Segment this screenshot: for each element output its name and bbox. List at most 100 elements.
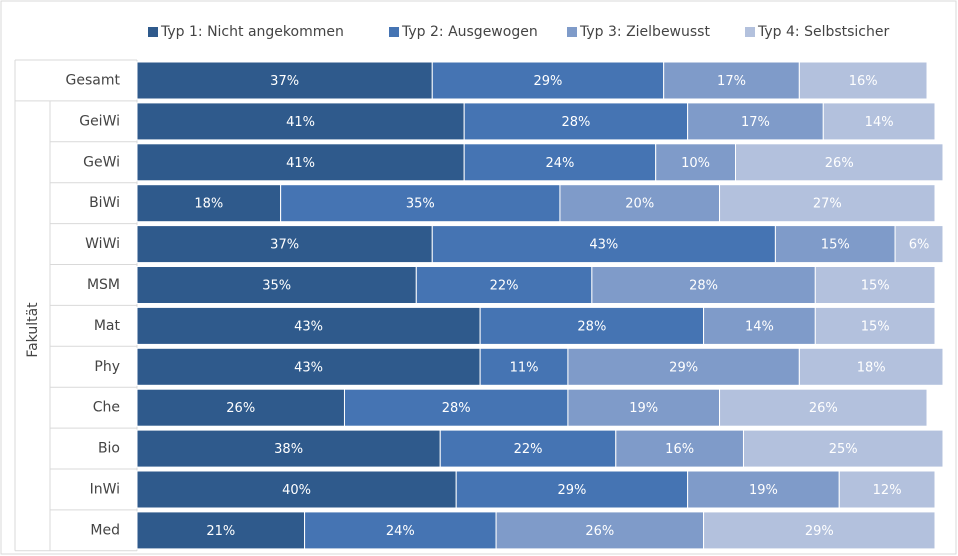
bar-segment: [687, 470, 840, 509]
data-label: 16%: [849, 74, 878, 89]
bar-segment: [136, 102, 465, 141]
data-label: 21%: [206, 524, 235, 539]
bar-segment: [431, 61, 665, 100]
data-label: 20%: [625, 197, 654, 212]
bar-segment: [136, 429, 441, 468]
category-label: Phy: [94, 359, 120, 375]
bar-segment: [136, 184, 282, 223]
data-label: 26%: [825, 156, 854, 171]
category-label: GeWi: [83, 154, 120, 170]
data-label: 38%: [274, 442, 303, 457]
category-label: Bio: [98, 441, 120, 457]
bar-segment: [814, 306, 936, 345]
bar-segment: [703, 306, 816, 345]
data-label: 24%: [386, 524, 415, 539]
bar-segment: [774, 225, 896, 264]
data-label: 26%: [226, 401, 255, 416]
data-label: 12%: [873, 483, 902, 498]
data-label: 11%: [510, 360, 539, 375]
category-label: WiWi: [85, 236, 120, 252]
legend-label: Typ 3: Zielbewusst: [579, 24, 710, 40]
data-label: 24%: [545, 156, 574, 171]
data-label: 18%: [857, 360, 886, 375]
bar-segment: [655, 143, 737, 182]
data-label: 37%: [270, 74, 299, 89]
data-label: 26%: [585, 524, 614, 539]
data-label: 28%: [442, 401, 471, 416]
category-label: InWi: [90, 482, 120, 498]
bar-segment: [687, 102, 824, 141]
bar-segment: [304, 511, 497, 550]
data-label: 19%: [629, 401, 658, 416]
data-label: 35%: [262, 279, 291, 294]
data-label: 17%: [717, 74, 746, 89]
category-label: Med: [90, 522, 120, 538]
bar-segment: [703, 511, 936, 550]
data-label: 41%: [286, 115, 315, 130]
data-label: 29%: [557, 483, 586, 498]
bar-segment: [463, 102, 689, 141]
data-label: 6%: [909, 238, 930, 253]
bar-segment: [343, 388, 569, 427]
data-label: 29%: [534, 74, 563, 89]
bar-segment: [567, 347, 800, 386]
legend-swatch: [389, 27, 399, 37]
data-label: 28%: [689, 279, 718, 294]
data-label: 17%: [741, 115, 770, 130]
bar-segment: [415, 266, 593, 304]
data-label: 28%: [561, 115, 590, 130]
bar-segment: [280, 184, 561, 223]
bar-segment: [136, 143, 465, 182]
data-label: 19%: [749, 483, 778, 498]
bar-segment: [495, 511, 705, 550]
data-label: 29%: [805, 524, 834, 539]
legend-swatch: [745, 27, 755, 37]
data-label: 16%: [665, 442, 694, 457]
bar-segment: [894, 225, 944, 264]
y-axis-label: Fakultät: [25, 302, 41, 358]
bar-segment: [735, 143, 944, 182]
bar-segment: [136, 306, 481, 345]
bar-segment: [822, 102, 936, 141]
bar-segment: [742, 429, 944, 468]
data-label: 15%: [861, 279, 890, 294]
data-label: 35%: [406, 197, 435, 212]
bar-segment: [567, 388, 721, 427]
data-label: 27%: [813, 197, 842, 212]
bar-segment: [798, 61, 928, 100]
data-label: 15%: [821, 238, 850, 253]
data-label: 25%: [829, 442, 858, 457]
bar-segment: [455, 470, 689, 509]
data-label: 28%: [577, 319, 606, 334]
data-label: 22%: [490, 279, 519, 294]
data-label: 43%: [589, 238, 618, 253]
bar-segment: [136, 61, 433, 100]
bar-segment: [838, 470, 936, 509]
data-label: 37%: [270, 238, 299, 253]
data-label: 18%: [194, 197, 223, 212]
legend-label: Typ 2: Ausgewogen: [401, 24, 538, 40]
legend-label: Typ 4: Selbstsicher: [757, 24, 889, 40]
bar-segment: [136, 470, 457, 509]
bar-segment: [463, 143, 657, 182]
data-label: 15%: [861, 319, 890, 334]
data-label: 43%: [294, 319, 323, 334]
bar-segment: [814, 266, 936, 304]
category-label: MSM: [87, 277, 120, 293]
bar-segment: [136, 347, 481, 386]
bar-segment: [615, 429, 744, 468]
legend-swatch: [148, 27, 158, 37]
legend-swatch: [567, 27, 577, 37]
category-label: GeiWi: [79, 113, 120, 129]
data-label: 14%: [745, 319, 774, 334]
category-label: Gesamt: [66, 73, 121, 89]
data-label: 14%: [865, 115, 894, 130]
data-label: 22%: [514, 442, 543, 457]
bar-segment: [136, 388, 345, 427]
legend-label: Typ 1: Nicht angekommen: [160, 24, 344, 40]
bar-segment: [479, 306, 705, 345]
bar-segment: [719, 388, 928, 427]
category-label: Mat: [94, 318, 121, 334]
